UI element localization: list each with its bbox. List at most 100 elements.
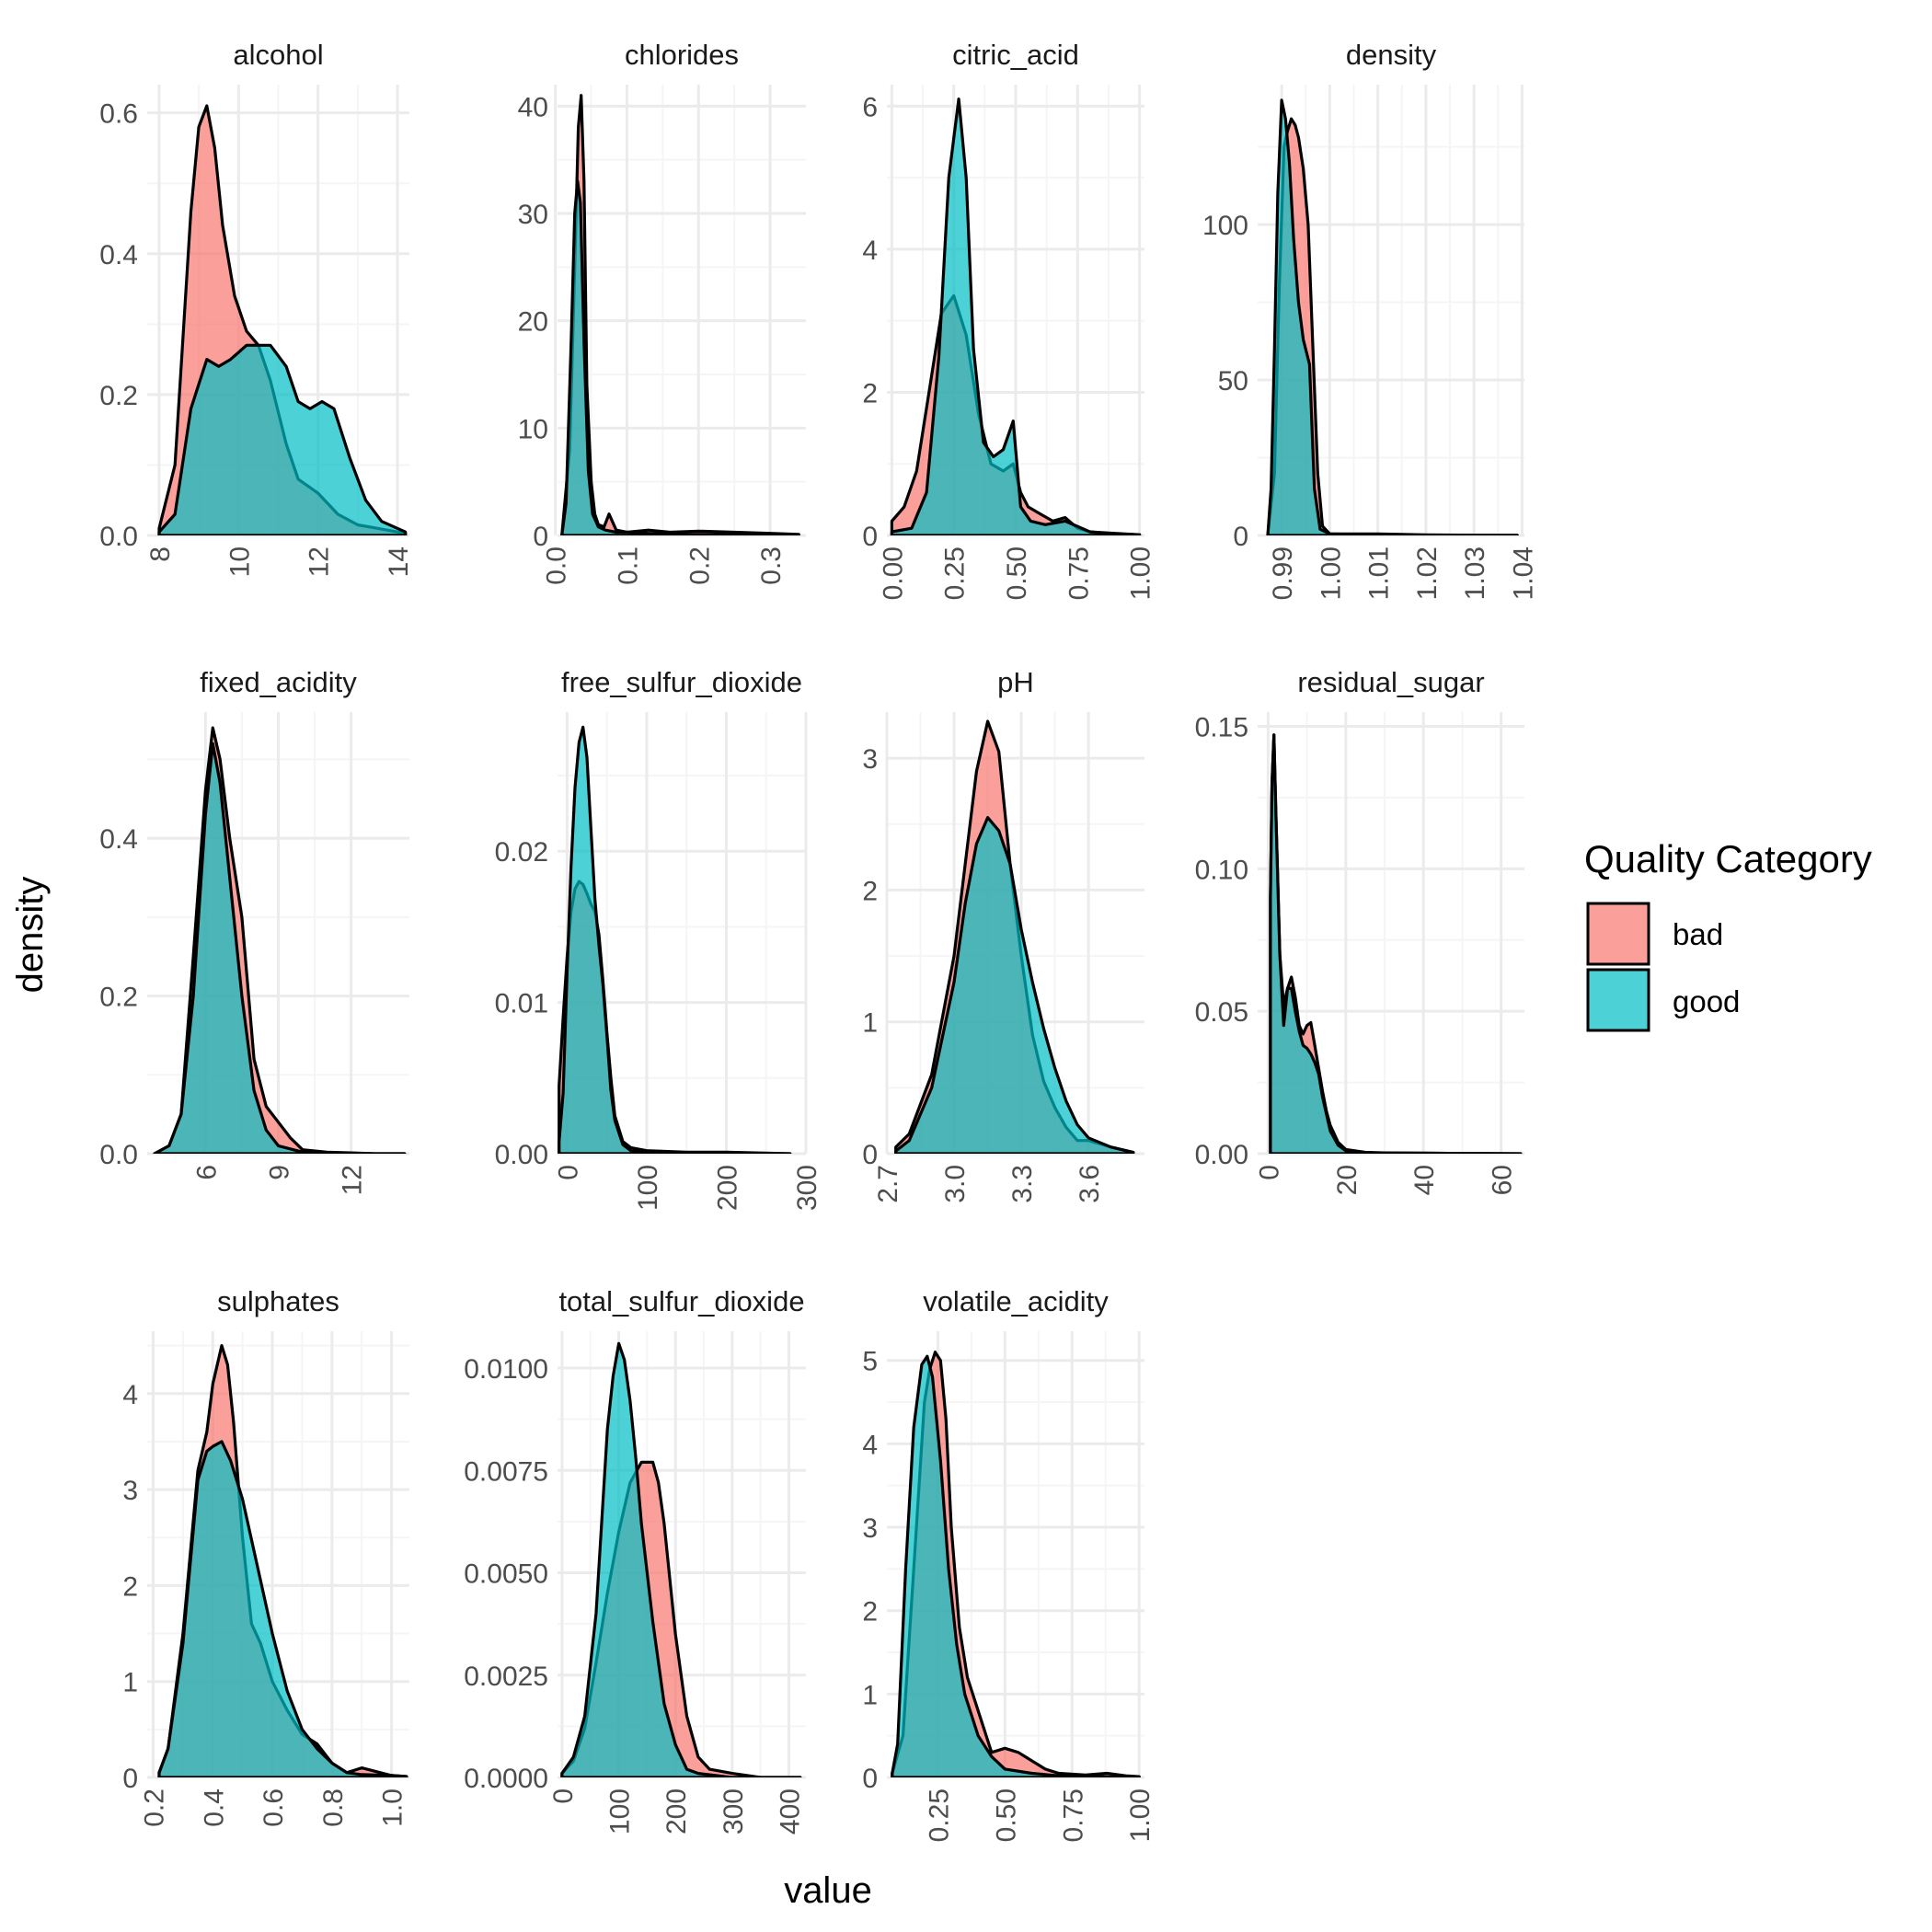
- y-tick-label: 4: [862, 1430, 878, 1460]
- density-series: [153, 726, 407, 1154]
- x-tick-label: 1.04: [1508, 546, 1538, 600]
- x-tick-label: 1.03: [1460, 546, 1490, 600]
- facet-residual-sugar: residual_sugar 0.00 0.05 0.10 0.15 0 20 40 60: [1195, 666, 1524, 1195]
- y-tick-label: 0: [533, 522, 548, 552]
- x-tick-label: 100: [633, 1165, 663, 1211]
- legend-title: Quality Category: [1584, 837, 1872, 880]
- x-tick-label: 10: [224, 546, 255, 577]
- x-tick-label: 9: [265, 1165, 295, 1180]
- y-tick-label: 20: [518, 307, 548, 338]
- x-tick-label: 1.0: [378, 1788, 408, 1827]
- density-area-good: [157, 343, 408, 535]
- x-tick-label: 0.50: [991, 1788, 1021, 1842]
- y-tick-label: 0.0: [99, 522, 138, 552]
- x-axis-title: value: [784, 1870, 872, 1911]
- x-tick-label: 0.8: [318, 1788, 349, 1827]
- y-tick-label: 0.02: [495, 837, 548, 868]
- x-tick-label: 0: [1254, 1165, 1284, 1180]
- x-tick-label: 300: [792, 1165, 822, 1211]
- y-tick-label: 0: [862, 1764, 878, 1794]
- y-tick-label: 0: [122, 1764, 138, 1794]
- x-tick-label: 0.25: [924, 1788, 954, 1842]
- density-series: [1269, 733, 1523, 1154]
- density-series: [891, 1351, 1141, 1777]
- y-tick-label: 0.0: [99, 1140, 138, 1170]
- y-tick-label: 0.00: [1195, 1140, 1248, 1170]
- y-tick-label: 0.00: [495, 1140, 548, 1170]
- x-tick-label: 1.02: [1412, 546, 1443, 600]
- x-tick-label: 8: [145, 546, 176, 562]
- facet-density: density 0 50 100 0.99 1.00 1.01 1.02 1.03 1.04: [1202, 39, 1538, 600]
- density-area-good: [560, 179, 800, 535]
- y-tick-label: 0.0050: [464, 1559, 548, 1590]
- x-tick-label: 3.6: [1075, 1165, 1105, 1203]
- facet-title: density: [1346, 39, 1437, 71]
- x-tick-label: 0.50: [1002, 546, 1032, 600]
- y-tick-label: 10: [518, 414, 548, 444]
- facet-sulphates: sulphates 0 1 2 3 4 0.2 0.4 0.6 0.8 1.0: [122, 1285, 409, 1827]
- x-tick-label: 1.01: [1364, 546, 1395, 600]
- y-tick-label: 0.2: [99, 983, 138, 1013]
- x-tick-label: 0.2: [684, 546, 715, 585]
- x-tick-label: 0.99: [1268, 546, 1298, 600]
- facet-free-sulfur-dioxide: free_sulfur_dioxide 0.00 0.01 0.02 0 100 200 30…: [495, 666, 822, 1211]
- facet-citric-acid: citric_acid 0 2 4 6 0.00 0.25 0.50 0.75 1.00: [862, 39, 1156, 600]
- x-tick-label: 1.00: [1125, 1788, 1156, 1842]
- y-tick-label: 2: [862, 876, 878, 906]
- x-tick-label: 40: [1409, 1165, 1440, 1195]
- facet-chlorides: chlorides 0 10 20 30 40 0.0 0.1 0.2 0.3: [518, 39, 806, 585]
- facet-title: sulphates: [217, 1285, 339, 1317]
- y-tick-label: 2: [862, 1597, 878, 1627]
- density-series: [157, 104, 408, 535]
- y-tick-label: 2: [862, 378, 878, 408]
- facet-ph: pH 0 1 2 3 2.7 3.0 3.3 3.6: [862, 666, 1144, 1203]
- x-tick-label: 400: [776, 1788, 806, 1834]
- facet-title: fixed_acidity: [200, 666, 357, 698]
- facet-title: pH: [997, 666, 1034, 698]
- x-tick-label: 0: [548, 1788, 579, 1804]
- y-tick-label: 3: [862, 744, 878, 775]
- y-tick-label: 1: [862, 1680, 878, 1710]
- legend-key-bad: [1586, 902, 1650, 966]
- y-tick-label: 3: [122, 1476, 138, 1506]
- x-tick-label: 0.6: [259, 1788, 289, 1827]
- y-tick-label: 0.10: [1195, 855, 1248, 885]
- y-tick-label: 0.2: [99, 381, 138, 411]
- density-area-bad: [560, 94, 800, 535]
- x-tick-label: 12: [305, 546, 335, 577]
- legend: Quality Category bad good: [1584, 837, 1872, 1032]
- gridlines: [147, 1331, 409, 1779]
- legend-label-good: good: [1673, 984, 1740, 1018]
- density-area-good: [560, 1341, 802, 1777]
- x-tick-label: 6: [191, 1165, 222, 1180]
- density-series: [890, 98, 1142, 535]
- facet-title: alcohol: [233, 39, 323, 71]
- legend-label-bad: bad: [1673, 917, 1723, 951]
- density-series: [157, 1344, 408, 1777]
- y-tick-label: 0.0025: [464, 1662, 548, 1692]
- y-tick-label: 0.0075: [464, 1456, 548, 1487]
- y-tick-label: 2: [122, 1571, 138, 1602]
- y-tick-label: 0.0100: [464, 1354, 548, 1385]
- density-series: [1266, 98, 1519, 535]
- density-series: [560, 1341, 802, 1777]
- facet-fixed-acidity: fixed_acidity 0.0 0.2 0.4 6 9 12: [99, 666, 409, 1195]
- x-tick-label: 0.75: [1058, 1788, 1088, 1842]
- facet-title: residual_sugar: [1297, 666, 1484, 698]
- y-tick-label: 1: [122, 1668, 138, 1698]
- gridlines: [554, 85, 806, 537]
- density-area-good: [891, 1354, 1141, 1777]
- y-tick-label: 0.05: [1195, 997, 1248, 1028]
- x-tick-label: 14: [384, 546, 414, 577]
- density-series: [560, 94, 800, 535]
- x-tick-label: 0.4: [199, 1788, 229, 1827]
- facet-total-sulfur-dioxide: total_sulfur_dioxide 0.0000 0.0025 0.0050 0.…: [464, 1285, 806, 1834]
- x-tick-label: 60: [1488, 1165, 1518, 1195]
- y-tick-label: 0: [862, 1140, 878, 1170]
- x-tick-label: 2.7: [873, 1165, 903, 1203]
- y-tick-label: 100: [1202, 211, 1248, 241]
- x-tick-label: 0.0: [542, 546, 572, 585]
